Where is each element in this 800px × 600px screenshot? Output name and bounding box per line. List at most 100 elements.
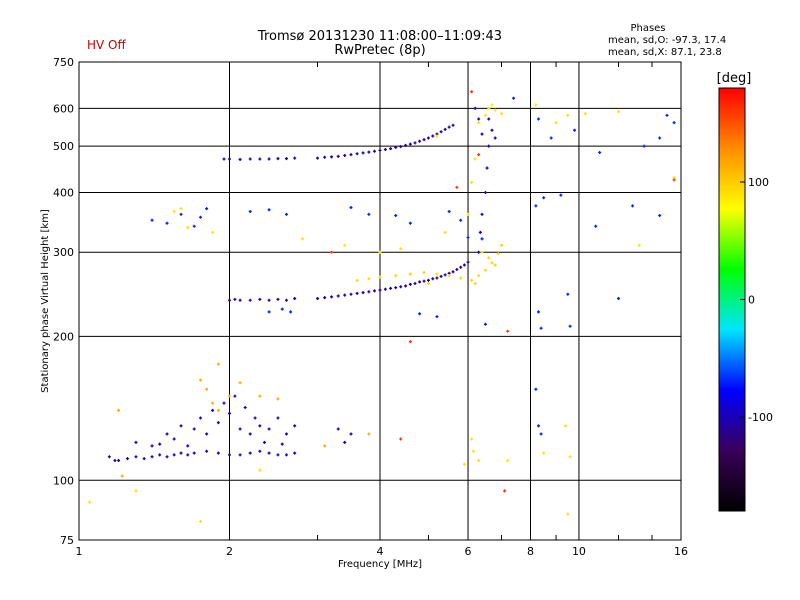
- data-point: [276, 453, 280, 457]
- data-point: [389, 286, 393, 290]
- data-point: [566, 512, 570, 516]
- data-point: [637, 243, 641, 247]
- data-point: [490, 261, 494, 265]
- data-point: [399, 437, 403, 441]
- data-point: [422, 138, 426, 142]
- series-e-layer-trace: [107, 449, 297, 462]
- data-point: [158, 453, 162, 457]
- hv-status-label: HV Off: [87, 38, 126, 52]
- phases-line-x: mean, sd,X: 87.1, 23.8: [608, 47, 722, 58]
- data-point: [192, 427, 196, 431]
- data-point: [459, 265, 463, 269]
- data-point: [367, 212, 371, 216]
- data-point: [506, 329, 510, 333]
- data-point: [179, 207, 183, 211]
- data-point: [485, 166, 489, 170]
- data-point: [447, 210, 451, 214]
- data-point: [228, 453, 231, 457]
- data-point: [150, 218, 154, 222]
- data-point: [343, 154, 347, 158]
- data-point: [280, 307, 284, 311]
- data-point: [293, 156, 297, 160]
- data-point: [566, 113, 570, 117]
- data-point: [542, 196, 546, 200]
- data-point: [199, 215, 203, 219]
- data-point: [539, 326, 543, 330]
- data-point: [459, 276, 463, 280]
- data-point: [120, 474, 124, 478]
- colorbar-tick-label: 100: [748, 176, 769, 189]
- data-point: [447, 125, 451, 129]
- data-point: [134, 489, 138, 493]
- data-point: [330, 155, 334, 159]
- data-point: [222, 401, 226, 405]
- data-point: [431, 134, 435, 138]
- data-point: [408, 142, 412, 146]
- data-point: [172, 210, 176, 214]
- data-point: [355, 291, 359, 295]
- data-point: [426, 282, 430, 286]
- data-point: [316, 156, 320, 160]
- data-point: [216, 451, 220, 455]
- data-point: [431, 277, 435, 281]
- data-point: [367, 432, 371, 436]
- colorbar-tick-label: 0: [748, 294, 755, 307]
- data-point: [355, 278, 359, 282]
- data-point: [349, 206, 353, 210]
- data-point: [470, 180, 474, 184]
- data-point: [487, 144, 491, 148]
- data-point: [284, 157, 288, 161]
- data-point: [284, 432, 288, 436]
- data-point: [408, 340, 412, 344]
- data-point: [470, 437, 474, 441]
- data-point: [361, 151, 365, 155]
- data-point: [228, 298, 231, 302]
- data-point: [477, 153, 481, 157]
- data-point: [500, 243, 504, 247]
- data-point: [478, 230, 482, 234]
- data-point: [280, 442, 284, 446]
- series-scatter-cool: [150, 96, 676, 436]
- chart-subtitle: RwPretec (8p): [334, 43, 425, 58]
- data-point: [483, 190, 487, 194]
- data-point: [564, 424, 568, 428]
- data-point: [483, 268, 487, 272]
- y-tick-label: 300: [53, 246, 74, 259]
- data-point: [408, 282, 412, 286]
- data-point: [435, 272, 439, 276]
- data-point: [435, 315, 439, 319]
- x-tick-label: 1: [76, 545, 83, 558]
- data-point: [192, 224, 196, 228]
- data-point: [439, 274, 443, 278]
- data-point: [408, 221, 412, 225]
- data-point: [435, 276, 439, 280]
- data-point: [267, 208, 271, 212]
- plot-frame: [78, 61, 682, 541]
- phases-line-o: mean, sd,O: -97.3, 17.4: [608, 35, 726, 46]
- data-point: [222, 157, 226, 161]
- data-point: [276, 157, 280, 161]
- data-point: [336, 294, 340, 298]
- data-point: [199, 378, 203, 382]
- data-point: [493, 136, 497, 140]
- data-point: [539, 432, 543, 436]
- data-point: [323, 296, 327, 300]
- data-point: [211, 230, 215, 234]
- data-point: [134, 455, 138, 459]
- data-point: [422, 271, 426, 275]
- data-point: [443, 273, 447, 277]
- data-point: [150, 455, 154, 459]
- data-point: [258, 297, 262, 301]
- data-point: [125, 457, 129, 461]
- data-point: [373, 289, 377, 293]
- data-point: [549, 136, 553, 140]
- data-point: [293, 297, 297, 301]
- data-point: [554, 121, 558, 125]
- data-point: [658, 214, 662, 218]
- data-point: [172, 437, 176, 441]
- data-point: [470, 90, 474, 94]
- y-axis-label: Stationary phase Virtual Height [km]: [40, 209, 51, 393]
- data-point: [443, 230, 447, 234]
- data-point: [455, 185, 459, 189]
- data-point: [404, 143, 408, 147]
